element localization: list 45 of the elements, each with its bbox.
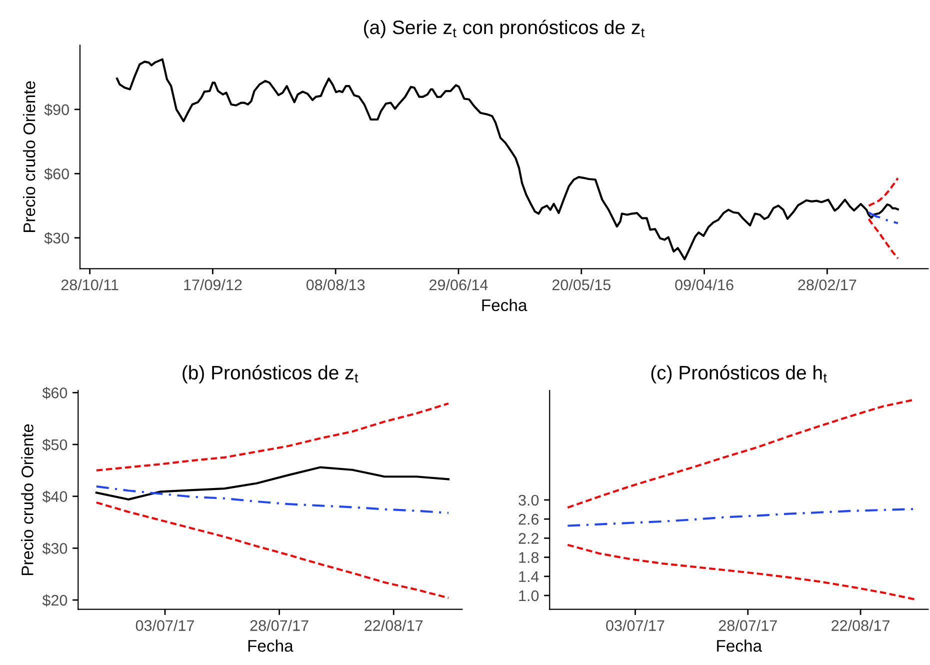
x-tick-label: 29/06/14: [430, 279, 488, 290]
y-tick-label: $30: [44, 232, 69, 244]
x-axis-title: Fecha: [248, 640, 294, 652]
x-tick-label: 22/08/17: [364, 620, 423, 631]
chart-title: (c) Pronósticos de h$_{t}$: [651, 365, 827, 384]
chart-title: (b) Pronósticos de z$_{t}$: [182, 365, 358, 384]
x-tick-label: 09/04/16: [675, 279, 734, 290]
y-tick-label: $30: [42, 542, 68, 555]
y-tick-label: $50: [42, 438, 68, 452]
x-tick-label: 28/10/11: [61, 279, 118, 290]
x-tick-label: 03/07/17: [606, 620, 664, 631]
line-series: [95, 485, 450, 514]
line-series: [95, 402, 450, 472]
line-series: [116, 58, 899, 260]
x-tick-label: 28/02/17: [798, 279, 856, 290]
y-tick-label: 1.4: [519, 571, 539, 582]
y-tick-label: $90: [44, 104, 69, 116]
x-tick-label: 28/07/17: [250, 620, 308, 631]
line-series: [566, 508, 916, 527]
x-tick-label: 08/08/13: [306, 279, 365, 290]
y-tick-label: 1.8: [519, 552, 539, 563]
x-tick-label: 17/09/12: [184, 279, 242, 290]
line-series: [95, 501, 450, 599]
line-series: [95, 466, 450, 500]
chart-title: (a) Serie z$_{t}$ con pronósticos de z$_{t}$: [364, 20, 645, 38]
y-axis-title: Precio crudo Oriente: [22, 81, 36, 232]
y-tick-label: $20: [42, 594, 68, 607]
y-tick-label: $60: [42, 386, 68, 400]
y-tick-label: 2.2: [518, 533, 538, 544]
x-axis-title: Fecha: [717, 640, 762, 652]
x-tick-label: 03/07/17: [136, 620, 194, 631]
y-tick-label: $60: [44, 168, 69, 180]
x-axis-title: Fecha: [482, 298, 528, 312]
x-tick-label: 20/05/15: [552, 279, 610, 290]
y-tick-label: 1.0: [519, 590, 539, 602]
line-series: [868, 211, 899, 224]
x-tick-label: 22/08/17: [832, 620, 890, 631]
line-series: [868, 177, 899, 207]
x-tick-label: 28/07/17: [718, 620, 777, 631]
y-tick-label: $40: [42, 490, 68, 503]
y-tick-label: 3.0: [518, 494, 539, 506]
y-axis-title: Precio crudo Oriente: [21, 424, 34, 575]
line-series: [566, 544, 916, 600]
line-series: [868, 218, 899, 260]
y-tick-label: 2.6: [518, 514, 539, 525]
